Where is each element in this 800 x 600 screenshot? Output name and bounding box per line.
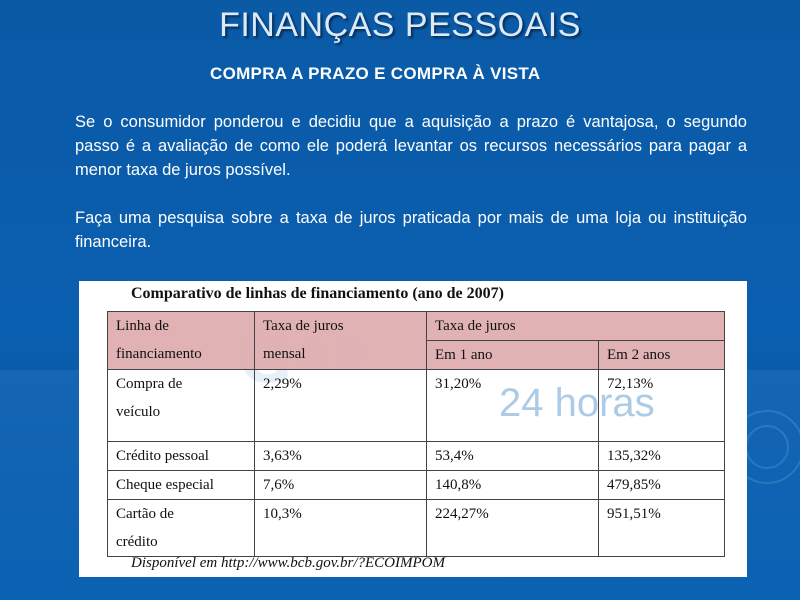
header-linha: Linha de financiamento [107, 311, 255, 370]
cell-mensal: 10,3% [254, 499, 427, 557]
cell-mensal: 3,63% [254, 441, 427, 471]
cell-1-ano: 224,27% [426, 499, 599, 557]
header-taxa-mensal: Taxa de juros mensal [254, 311, 427, 370]
cell-linha: Cheque especial [107, 470, 255, 500]
cell-linha: Compra de veículo [107, 369, 255, 442]
financing-table: Linha de financiamento Taxa de juros men… [107, 311, 725, 557]
header-taxa-juros: Taxa de juros [426, 311, 725, 341]
source-caption: Disponível em http://www.bcb.gov.br/?ECO… [131, 555, 445, 571]
cell-linha: Crédito pessoal [107, 441, 255, 471]
table-row: Cartão de crédito 10,3% 224,27% 951,51% [107, 499, 725, 557]
cell-linha: Cartão de crédito [107, 499, 255, 557]
figure-title: Comparativo de linhas de financiamento (… [131, 285, 504, 302]
slide-subtitle: COMPRA A PRAZO E COMPRA À VISTA [210, 64, 541, 83]
cell-1-ano: 140,8% [426, 470, 599, 500]
cell-mensal: 2,29% [254, 369, 427, 442]
cell-2-anos: 135,32% [598, 441, 725, 471]
cell-mensal: 7,6% [254, 470, 427, 500]
cell-2-anos: 72,13% [598, 369, 725, 442]
paragraph-2: Faça uma pesquisa sobre a taxa de juros … [75, 209, 747, 251]
table-row: Crédito pessoal 3,63% 53,4% 135,32% [107, 441, 725, 471]
cell-2-anos: 479,85% [598, 470, 725, 500]
cell-1-ano: 31,20% [426, 369, 599, 442]
background-ring [745, 425, 789, 469]
table-row: Cheque especial 7,6% 140,8% 479,85% [107, 470, 725, 500]
cell-2-anos: 951,51% [598, 499, 725, 557]
header-em-1-ano: Em 1 ano [426, 340, 599, 370]
cell-1-ano: 53,4% [426, 441, 599, 471]
table-row: Compra de veículo 2,29% 31,20% 72,13% [107, 369, 725, 442]
financing-figure: ɢ•• 24 horas Comparativo de linhas de fi… [79, 281, 747, 577]
header-em-2-anos: Em 2 anos [598, 340, 725, 370]
slide-title: FINANÇAS PESSOAIS [219, 6, 581, 44]
paragraph-1: Se o consumidor ponderou e decidiu que a… [75, 113, 747, 179]
table-header-row: Linha de financiamento Taxa de juros men… [107, 311, 725, 370]
